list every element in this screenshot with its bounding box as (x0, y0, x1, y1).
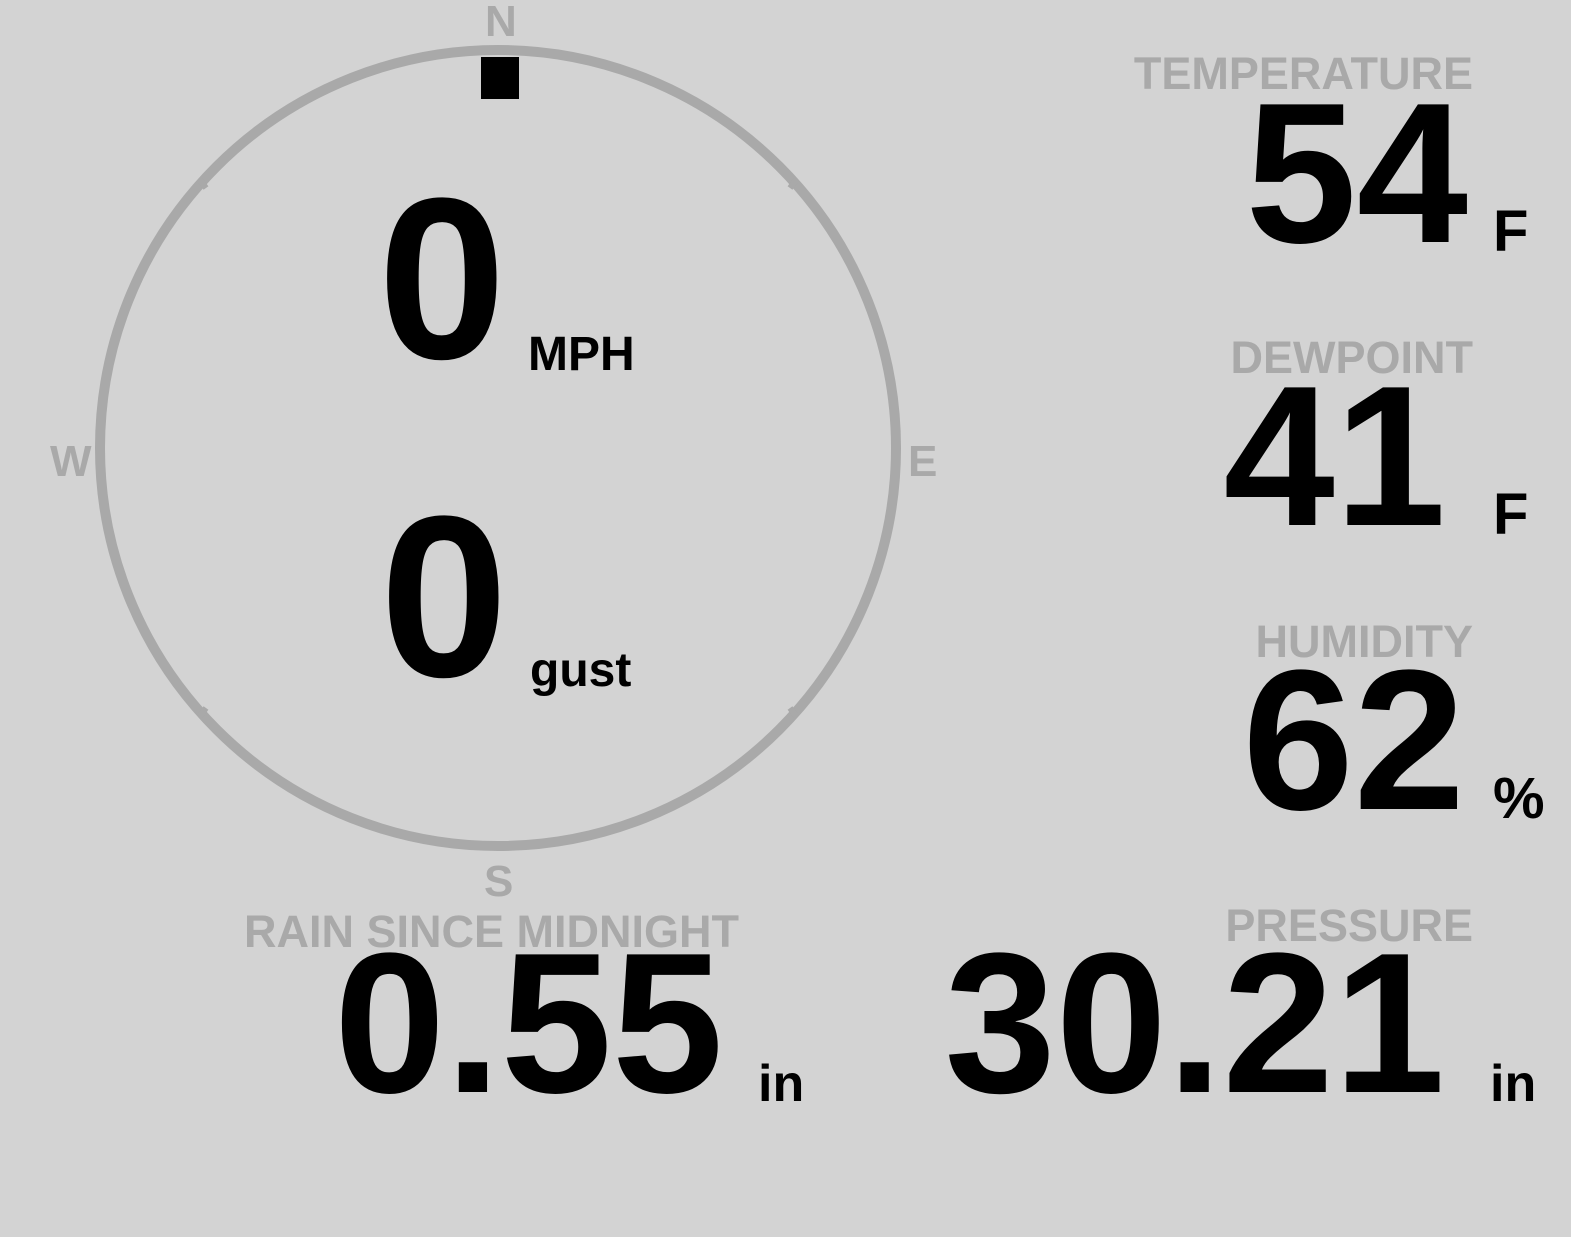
pressure-value: 30.21 (944, 912, 1446, 1135)
compass-ticks (197, 178, 799, 718)
wind-direction-pointer (481, 57, 519, 99)
humidity-label: HUMIDITY (1255, 616, 1474, 667)
wind-speed-unit: MPH (528, 328, 635, 381)
humidity-value: 62 (1242, 629, 1465, 852)
wind-gust-value: 0 (380, 468, 508, 725)
compass-north: N (485, 0, 517, 46)
dewpoint-unit: F (1493, 482, 1529, 547)
humidity-unit: % (1493, 766, 1545, 831)
pressure-label: PRESSURE (1225, 900, 1473, 951)
rain-label: RAIN SINCE MIDNIGHT (244, 906, 739, 957)
temperature-unit: F (1493, 199, 1529, 264)
dewpoint-value: 41 (1223, 345, 1446, 568)
wind-speed-value: 0 (378, 150, 506, 407)
compass-south: S (484, 857, 514, 906)
compass-ring (95, 45, 901, 851)
rain-unit: in (758, 1055, 805, 1113)
temperature-value: 54 (1245, 62, 1468, 285)
dewpoint-label: DEWPOINT (1230, 332, 1474, 383)
pressure-unit: in (1490, 1055, 1537, 1113)
compass-east: E (908, 437, 938, 486)
rain-value: 0.55 (334, 912, 724, 1135)
compass-west: W (50, 437, 92, 486)
wind-gust-unit: gust (530, 644, 632, 697)
temperature-label: TEMPERATURE (1133, 48, 1473, 99)
